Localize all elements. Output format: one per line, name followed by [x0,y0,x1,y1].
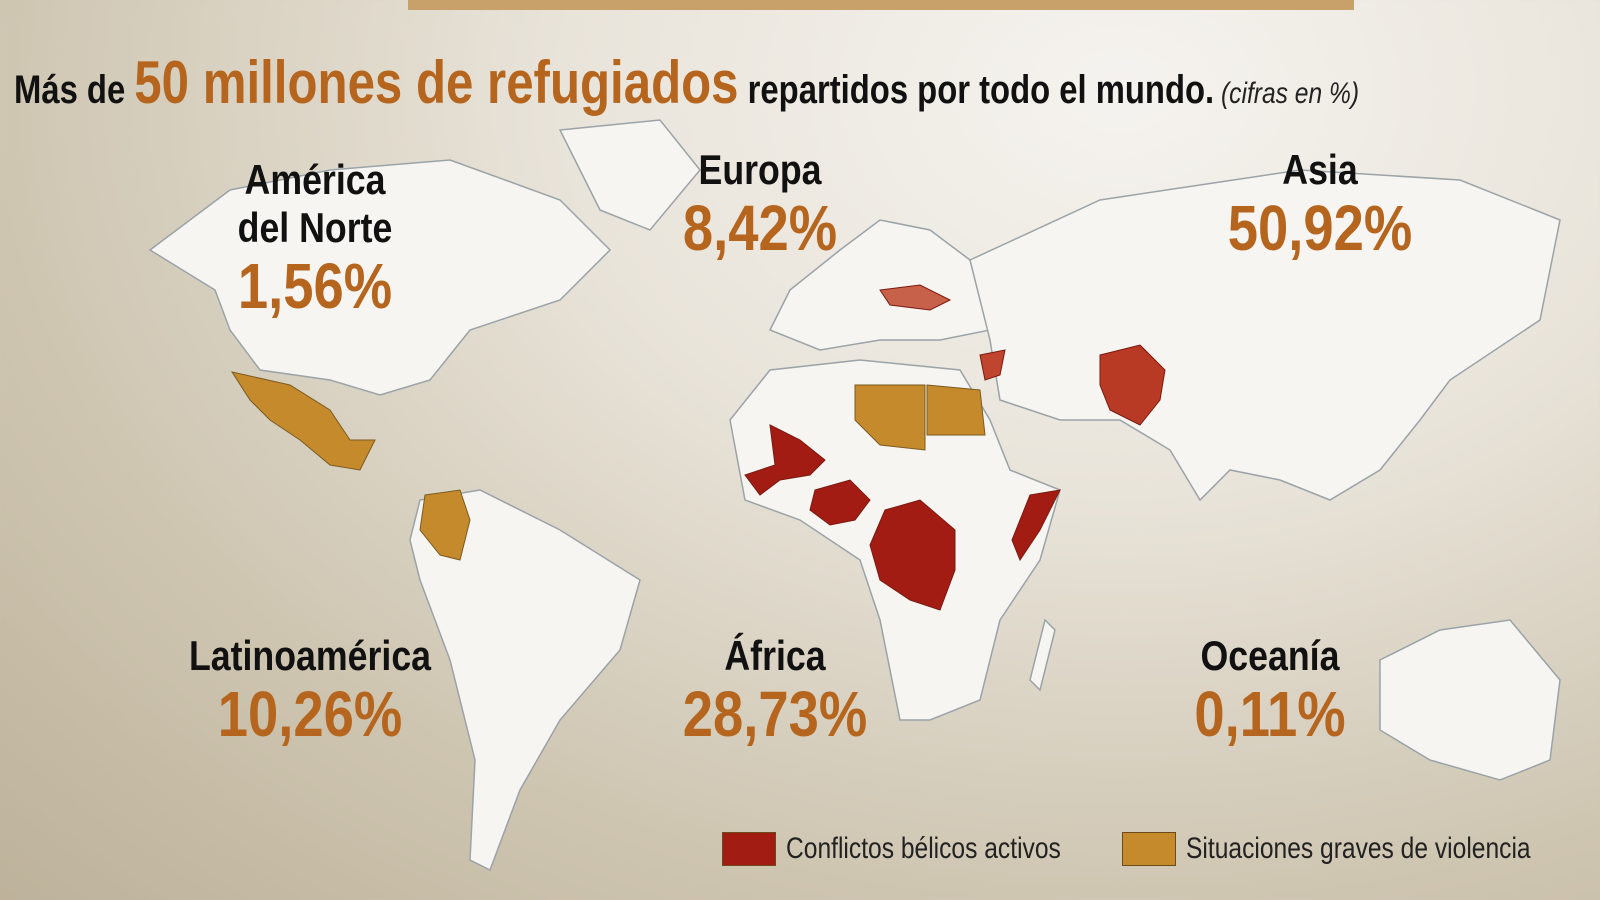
legend-violence: Situaciones graves de violencia [1122,832,1600,866]
region-percentage: 1,56% [237,250,393,322]
region-name: Europa [698,146,822,193]
title-prefix: Más de [14,68,135,112]
title-suffix: repartidos por todo el mundo. [738,68,1215,112]
violence-swatch [1122,832,1176,866]
region-name: Asia [1282,146,1358,193]
region-name-line2: del Norte [237,204,393,251]
australia-landmass [1379,619,1561,781]
region-latam: Latinoamérica 10,26% [150,632,470,748]
region-percentage: 28,73% [682,678,868,750]
page-title: Más de 50 millones de refugiados reparti… [14,48,1359,117]
egypt-violence [926,384,986,436]
colombia-violence [419,489,471,561]
title-note: (cifras en %) [1214,77,1360,110]
legend-conflicts: Conflictos bélicos activos [722,832,1121,866]
libya-violence [854,384,926,451]
region-name: Latinoamérica [188,632,432,679]
drcongo-conflict [869,499,956,611]
conflict-swatch [722,832,776,866]
madagascar-landmass [1029,618,1056,692]
region-percentage: 8,42% [682,192,838,264]
somalia-conflict [1011,489,1061,562]
mali-conflict [744,424,826,496]
region-name: América [244,156,386,203]
south-america-landmass [409,489,641,872]
region-percentage: 0,11% [1194,678,1346,750]
legend-label: Situaciones graves de violencia [1186,832,1531,865]
region-percentage: 50,92% [1227,192,1413,264]
nigeria-conflict [809,479,871,526]
ukraine-conflict [879,284,952,311]
region-oceania: Oceanía 0,11% [1160,632,1380,748]
syria-conflict [979,349,1006,381]
region-europe: Europa 8,42% [660,146,860,262]
legend-label: Conflictos bélicos activos [786,832,1061,865]
region-north-america: América del Norte 1,56% [205,156,425,320]
mexico-violence [230,371,376,471]
region-name: África [724,632,826,679]
region-name: Oceanía [1200,632,1340,679]
north-america-landmass [148,159,612,396]
region-asia: Asia 50,92% [1200,146,1440,262]
top-banner [408,0,1354,10]
afghanistan-conflict [1099,344,1166,426]
title-highlight: 50 millones de refugiados [134,49,739,116]
region-percentage: 10,26% [217,678,403,750]
region-africa: África 28,73% [660,632,890,748]
asia-landmass [969,169,1561,502]
greenland-landmass [558,119,701,231]
